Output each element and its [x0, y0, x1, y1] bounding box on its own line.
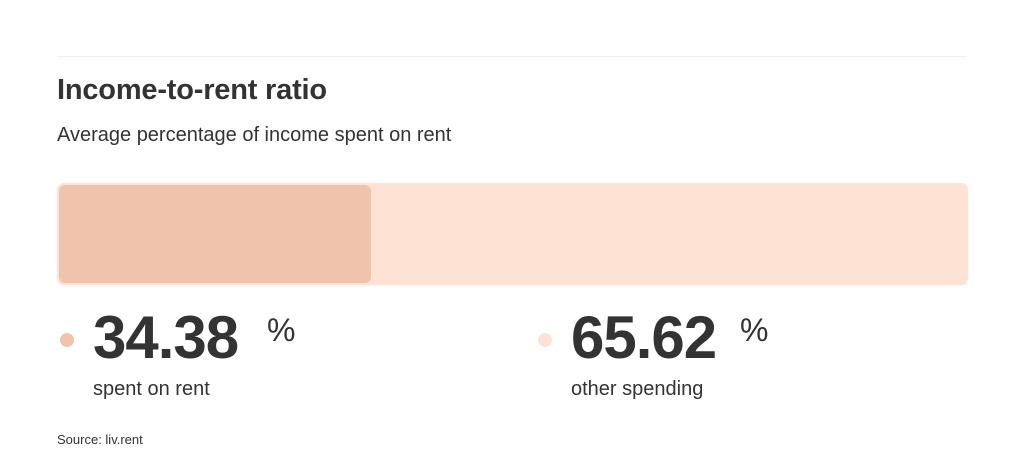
stat-label-other: other spending: [571, 378, 704, 400]
stat-unit-other: %: [740, 312, 769, 348]
stat-unit-rent: %: [267, 312, 296, 348]
stat-label-rent: spent on rent: [93, 378, 210, 400]
bar-track-other-spending: [57, 183, 968, 285]
legend-dot-other: [538, 333, 552, 347]
chart-subtitle: Average percentage of income spent on re…: [57, 124, 452, 146]
bar-segment-rent: [59, 185, 371, 283]
source-note: Source: liv.rent: [57, 432, 143, 447]
stat-value-rent: 34.38: [93, 304, 239, 371]
chart-title: Income-to-rent ratio: [57, 74, 327, 106]
top-divider: [57, 56, 967, 57]
stat-value-other: 65.62: [571, 304, 717, 371]
legend-dot-rent: [60, 333, 74, 347]
